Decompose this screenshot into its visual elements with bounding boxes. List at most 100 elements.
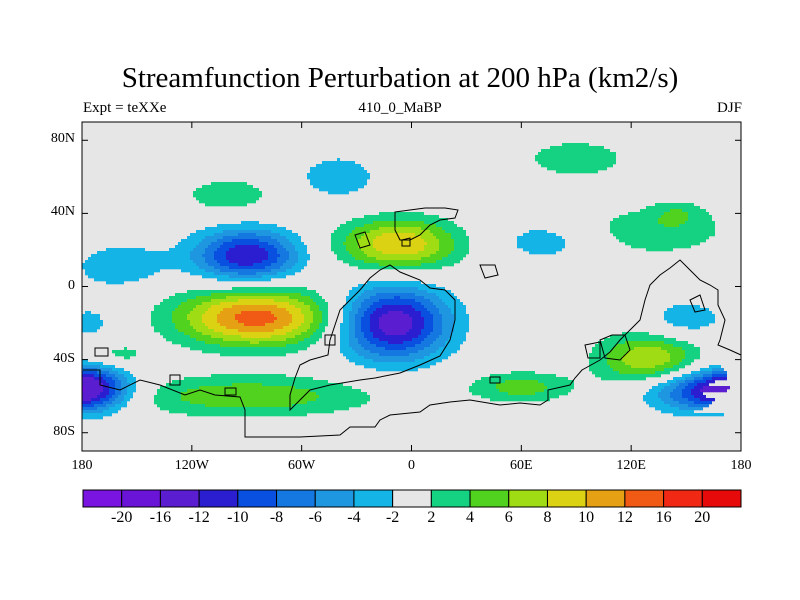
field-cell: [424, 221, 454, 225]
field-cell: [289, 251, 298, 255]
field-cell: [382, 251, 418, 255]
field-cell: [85, 389, 103, 393]
colorbar-label: 4: [466, 509, 475, 526]
field-cell: [304, 302, 316, 306]
field-cell: [82, 320, 103, 324]
field-cell: [289, 323, 301, 327]
field-cell: [670, 209, 682, 213]
field-cell: [82, 317, 100, 321]
field-cell: [190, 347, 307, 351]
field-cell: [199, 242, 211, 246]
field-cell: [106, 395, 112, 399]
field-cell: [688, 326, 700, 330]
field-cell: [385, 332, 406, 336]
field-cell: [613, 218, 658, 222]
colorbar-swatch: [663, 489, 703, 508]
field-cell: [112, 368, 124, 372]
field-cell: [214, 329, 238, 333]
field-cell: [409, 329, 421, 333]
coastline-13: [489, 376, 501, 384]
field-cell: [412, 305, 424, 309]
field-cell: [349, 338, 358, 342]
x-tick-label: 120E: [616, 458, 646, 473]
field-cell: [670, 404, 688, 408]
field-cell: [685, 350, 700, 354]
field-cell: [454, 320, 469, 324]
field-cell: [229, 275, 262, 279]
field-cell: [187, 299, 211, 303]
field-cell: [310, 167, 364, 171]
field-cell: [82, 362, 103, 366]
field-cell: [340, 329, 349, 333]
field-cell: [610, 221, 658, 225]
field-cell: [355, 362, 436, 366]
field-cell: [496, 386, 547, 390]
field-cell: [382, 314, 409, 318]
field-cell: [523, 233, 556, 237]
field-cell: [301, 293, 319, 297]
field-cell: [628, 212, 664, 216]
field-cell: [421, 236, 436, 240]
field-cell: [361, 302, 373, 306]
field-cell: [379, 263, 421, 267]
field-cell: [694, 377, 703, 381]
field-cell: [403, 311, 421, 315]
coastline-12: [224, 387, 237, 396]
field-cell: [412, 320, 424, 324]
colorbar-label: -2: [385, 509, 400, 526]
field-cell: [349, 332, 355, 336]
field-cell: [424, 347, 439, 351]
field-cell: [589, 353, 607, 357]
field-cell: [205, 251, 214, 255]
field-cell: [550, 146, 604, 150]
colorbar-swatch: [159, 489, 200, 508]
experiment-label: Expt = teXXe: [83, 100, 167, 116]
field-cell: [436, 350, 457, 354]
field-cell: [685, 353, 700, 357]
field-cell: [343, 353, 358, 357]
field-cell: [196, 305, 211, 309]
field-cell: [226, 254, 268, 258]
field-cell: [160, 332, 184, 336]
field-cell: [349, 329, 355, 333]
field-cell: [232, 383, 262, 387]
field-cell: [274, 245, 283, 249]
field-cell: [370, 326, 379, 330]
field-cell: [535, 155, 616, 159]
colorbar-swatch: [237, 489, 278, 508]
field-cell: [130, 383, 136, 387]
field-cell: [82, 314, 100, 318]
field-cell: [196, 329, 214, 333]
axis-ticks: [81, 122, 742, 451]
field-cell: [283, 263, 295, 267]
field-cell: [679, 401, 694, 405]
field-cell: [295, 386, 352, 390]
field-cell: [172, 311, 190, 315]
field-cell: [355, 314, 364, 318]
field-cell: [211, 293, 301, 297]
field-cell: [127, 380, 136, 384]
field-cell: [202, 185, 253, 189]
field-cell: [436, 251, 451, 255]
field-cell: [412, 338, 424, 342]
field-cell: [379, 326, 412, 330]
field-cell: [286, 308, 301, 312]
field-cell: [202, 239, 217, 243]
field-cell: [376, 248, 424, 252]
field-cell: [613, 368, 664, 372]
field-cell: [610, 350, 628, 354]
field-cell: [613, 347, 634, 351]
coastline-7: [584, 341, 601, 359]
field-cell: [196, 188, 259, 192]
field-cell: [469, 389, 499, 393]
field-cell: [295, 305, 310, 309]
field-cell: [277, 272, 295, 276]
field-cell: [181, 398, 316, 402]
colorbar-swatch: [585, 489, 626, 508]
field-cell: [103, 389, 109, 393]
field-cell: [670, 353, 685, 357]
field-cell: [658, 221, 685, 225]
field-cell: [115, 383, 121, 387]
field-cell: [649, 404, 670, 408]
